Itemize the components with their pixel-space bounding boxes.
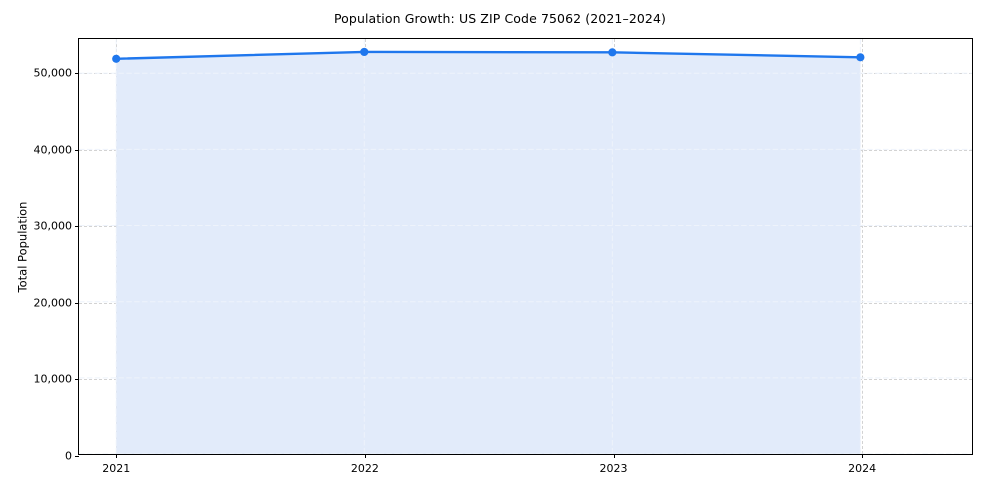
plot-axes: 0 10,000 20,000 30,000 40,000 50,000 2021 2022 2… bbox=[34, 38, 973, 475]
x-tick-label: 2021 bbox=[102, 462, 131, 475]
series-layer bbox=[79, 39, 972, 454]
x-tick-mark bbox=[862, 454, 864, 458]
y-tick-label: 10,000 bbox=[33, 372, 73, 386]
y-tick-mark bbox=[75, 302, 79, 304]
area-fill bbox=[116, 51, 861, 454]
y-tick-label: 20,000 bbox=[33, 296, 73, 310]
y-tick-mark bbox=[75, 149, 79, 151]
chart-title: Population Growth: US ZIP Code 75062 (20… bbox=[333, 11, 667, 26]
y-tick-label: 40,000 bbox=[33, 143, 73, 157]
x-tick-label: 2023 bbox=[599, 462, 628, 475]
data-point-marker bbox=[608, 48, 617, 57]
y-axis-label-text: Total Population bbox=[15, 201, 29, 292]
data-point-marker bbox=[112, 54, 121, 63]
x-tick-mark bbox=[364, 454, 366, 458]
y-tick-mark bbox=[75, 456, 79, 457]
y-axis-label: Total Population bbox=[14, 38, 30, 455]
x-tick-label: 2022 bbox=[350, 462, 379, 475]
y-tick-mark bbox=[75, 226, 79, 228]
data-point-marker bbox=[360, 47, 369, 57]
plot-area bbox=[79, 39, 972, 454]
x-tick-mark bbox=[613, 454, 615, 458]
y-tick-label: 50,000 bbox=[33, 66, 73, 80]
x-tick-mark bbox=[116, 454, 118, 458]
y-tick-mark bbox=[75, 73, 79, 75]
y-tick-label: 0 bbox=[65, 449, 72, 463]
data-point-marker bbox=[856, 53, 865, 62]
series-line bbox=[115, 50, 862, 60]
y-tick-mark bbox=[75, 379, 79, 381]
x-tick-label: 2024 bbox=[848, 462, 877, 475]
y-tick-label: 30,000 bbox=[33, 219, 73, 233]
